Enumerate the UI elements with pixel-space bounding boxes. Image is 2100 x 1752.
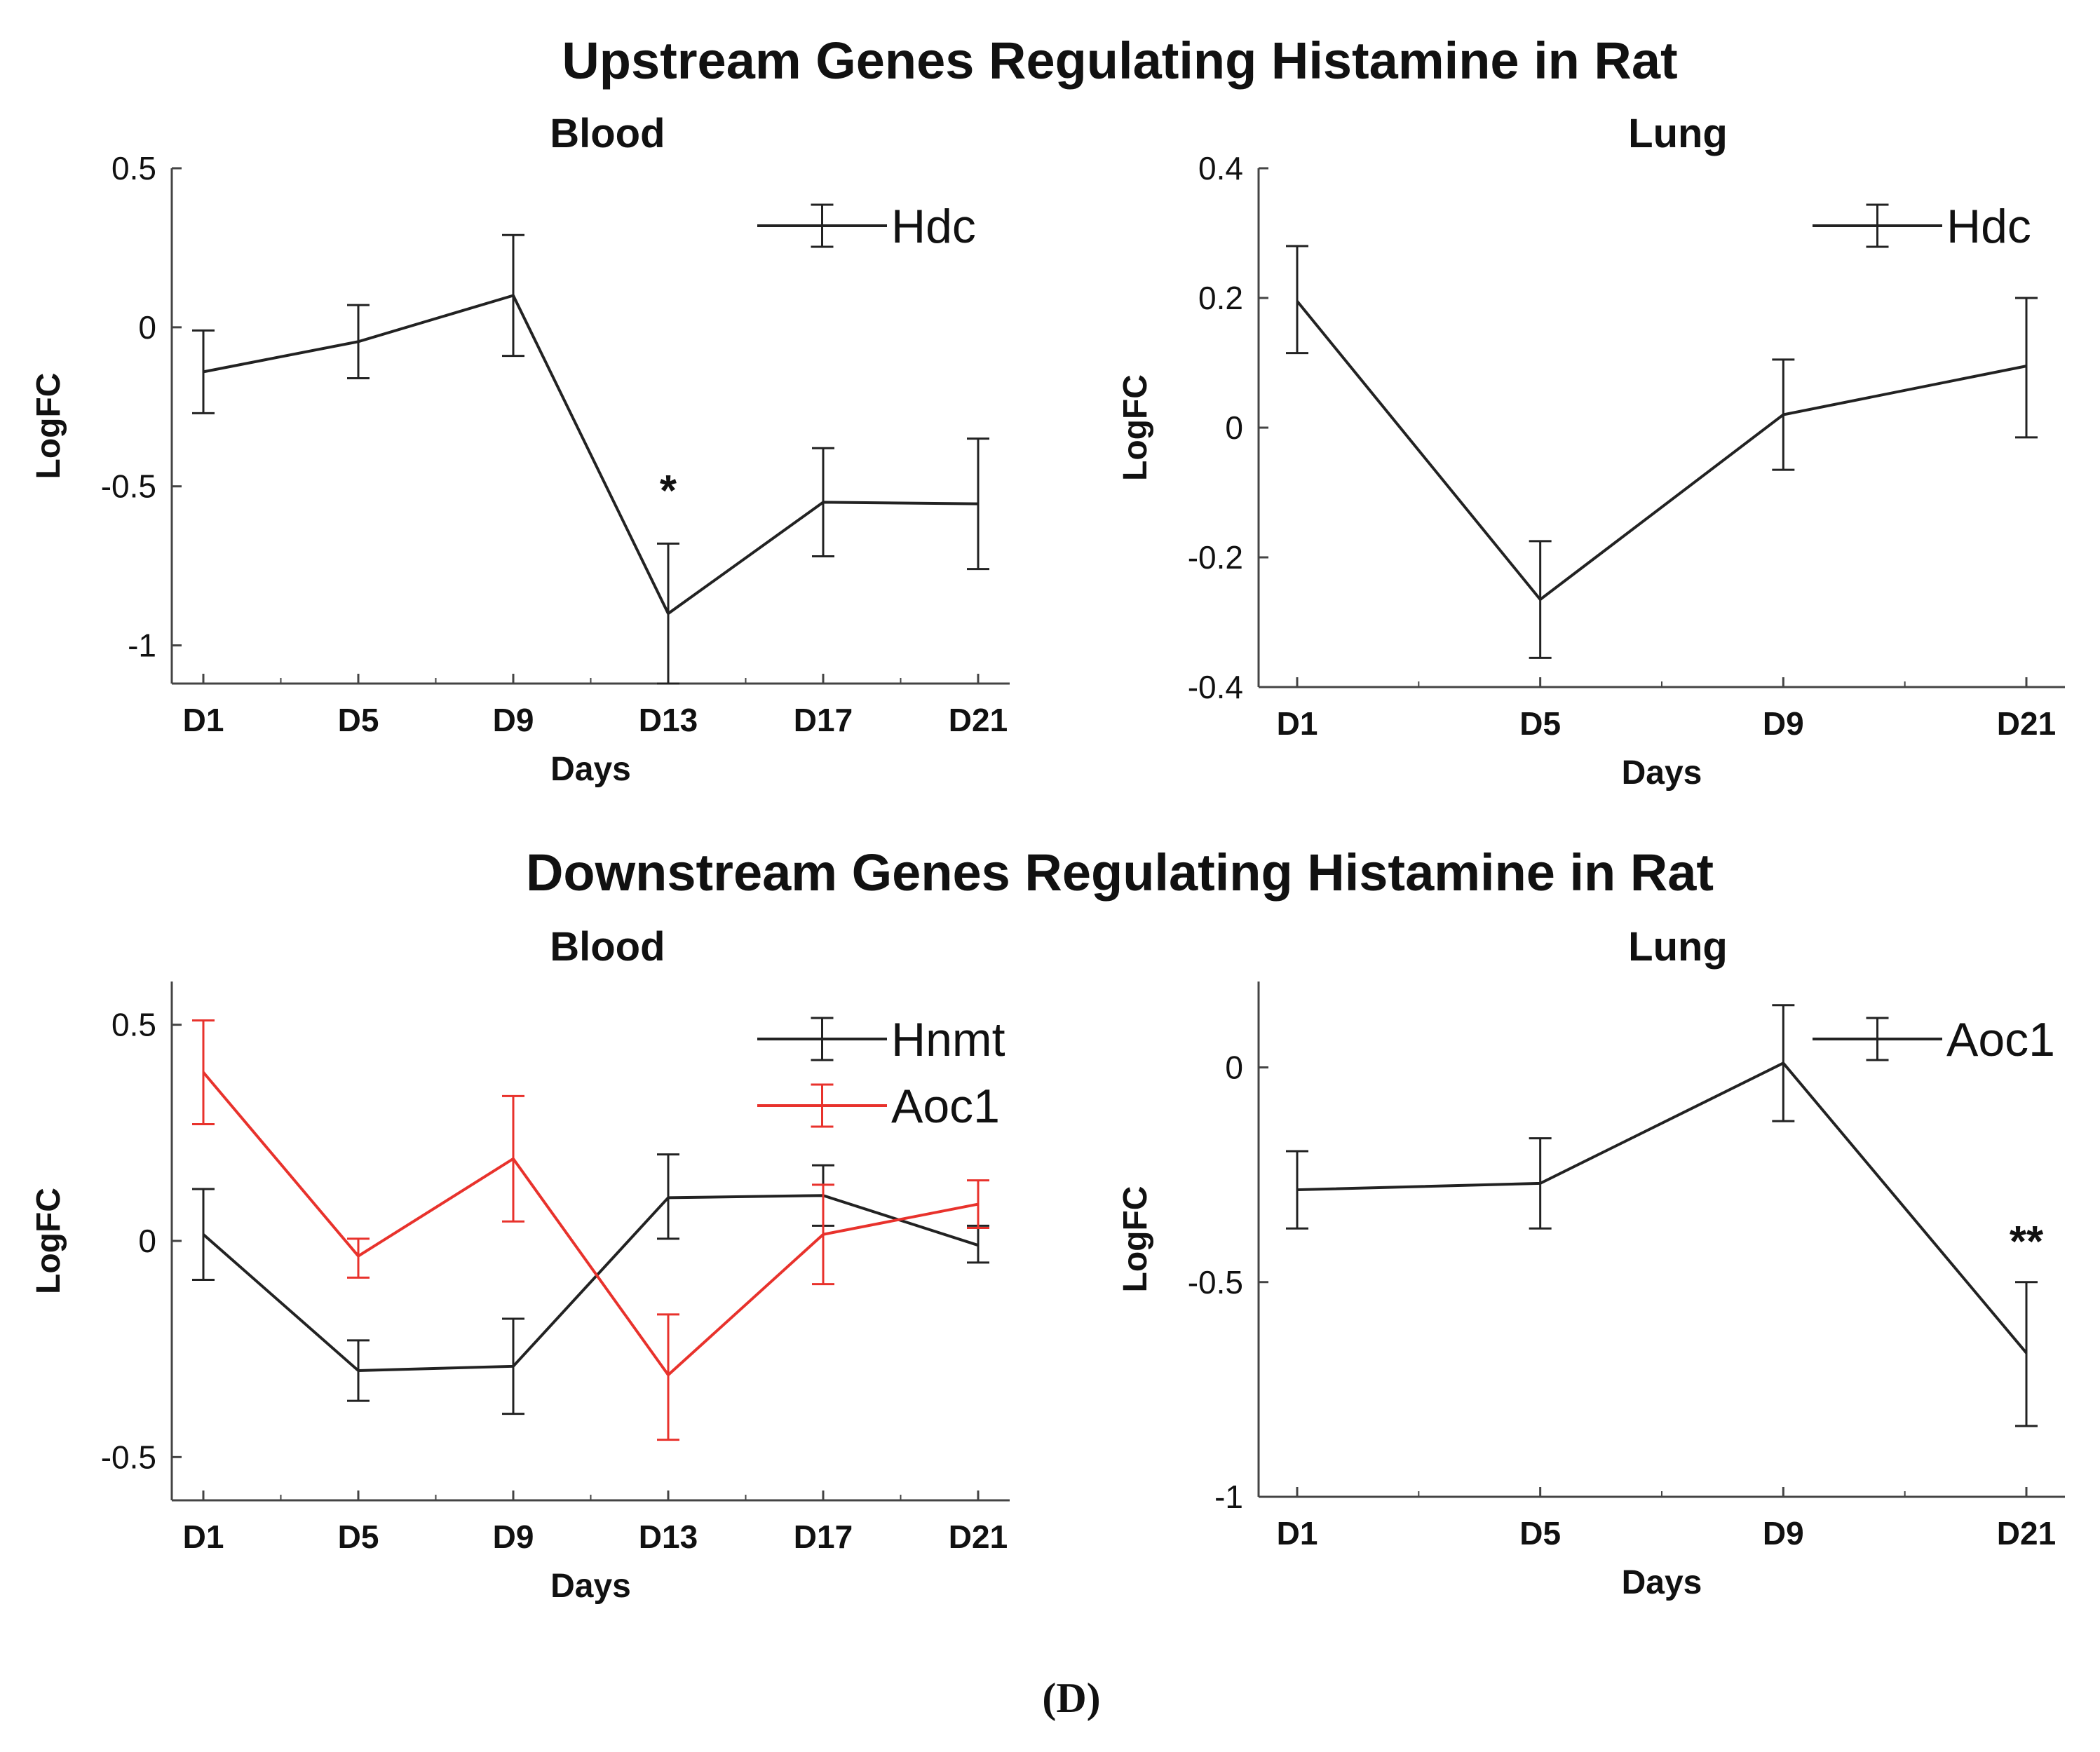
x-tick-label: D1 bbox=[1277, 705, 1318, 742]
y-axis-label: LogFC bbox=[1117, 1186, 1154, 1293]
y-tick-label: 0.5 bbox=[111, 150, 156, 186]
x-tick-label: D17 bbox=[794, 702, 853, 738]
x-axis-label: Days bbox=[1622, 754, 1702, 792]
series-line bbox=[202, 1071, 979, 1378]
series-hdc bbox=[192, 233, 989, 685]
panel-title: Blood bbox=[550, 924, 665, 970]
y-tick-label: -0.5 bbox=[101, 468, 156, 505]
legend-label: Hnmt bbox=[891, 1013, 1005, 1066]
x-tick-label: D13 bbox=[639, 1519, 698, 1555]
x-tick-label: D9 bbox=[493, 1519, 534, 1555]
y-tick-label: -1 bbox=[128, 627, 156, 664]
error-bar bbox=[2015, 297, 2038, 439]
chart-downstream-blood: Blood 0.5 0 -0.5 D1 D5 D9 D13 D17 D21 Days LogFC Hnm… bbox=[30, 924, 1010, 1605]
panel-title: Blood bbox=[550, 111, 665, 156]
x-tick-label: D1 bbox=[1277, 1515, 1318, 1551]
chart-downstream-lung: Lung 0 -0.5 -1 D1 D5 D9 D21 Days LogFC Aoc1 ** bbox=[1117, 924, 2065, 1601]
series-hdc bbox=[1286, 245, 2038, 659]
legend-entry-hnmt: Hnmt bbox=[757, 1013, 1005, 1066]
panel-title: Lung bbox=[1628, 924, 1728, 970]
y-tick-label: 0 bbox=[1225, 1050, 1243, 1086]
chart-upstream-blood: Blood 0.5 0 -0.5 -1 D1 D5 D9 D13 D17 D21 Days LogFC H… bbox=[30, 111, 1010, 788]
figure-caption: (D) bbox=[1042, 1675, 1100, 1721]
significance-marker: * bbox=[660, 467, 677, 515]
error-bar bbox=[657, 1153, 679, 1240]
x-axis-label: Days bbox=[1622, 1564, 1702, 1601]
y-axis-label: LogFC bbox=[30, 373, 67, 480]
significance-marker: ** bbox=[2010, 1218, 2044, 1266]
series-aoc1 bbox=[1286, 1004, 2038, 1427]
x-tick-label: D5 bbox=[338, 1519, 379, 1555]
series-hnmt bbox=[192, 1153, 989, 1415]
legend-entry-aoc1: Aoc1 bbox=[1813, 1013, 2055, 1066]
legend-label: Hdc bbox=[1946, 200, 2031, 253]
y-tick-label: -0.2 bbox=[1188, 539, 1243, 576]
legend-entry-aoc1: Aoc1 bbox=[757, 1080, 1000, 1133]
x-tick-label: D21 bbox=[949, 1519, 1008, 1555]
x-tick-label: D5 bbox=[338, 702, 379, 738]
x-tick-label: D13 bbox=[639, 702, 698, 738]
y-axis-label: LogFC bbox=[30, 1188, 67, 1294]
series-line bbox=[202, 1194, 979, 1373]
error-bar bbox=[1286, 245, 1308, 355]
y-tick-label: -0.5 bbox=[1188, 1264, 1243, 1301]
legend-label: Hdc bbox=[891, 200, 976, 253]
y-tick-label: 0 bbox=[138, 1223, 156, 1259]
error-bar bbox=[2015, 1281, 2038, 1427]
y-tick-label: 0 bbox=[138, 309, 156, 346]
y-tick-label: 0.4 bbox=[1198, 150, 1243, 186]
y-tick-label: 0 bbox=[1225, 409, 1243, 446]
y-tick-label: -0.5 bbox=[101, 1439, 156, 1475]
panel-title: Lung bbox=[1628, 111, 1728, 156]
chart-upstream-lung: Lung 0.4 0.2 0 -0.2 -0.4 D1 D5 D9 D21 Days LogFC Hdc bbox=[1117, 111, 2065, 792]
x-tick-label: D9 bbox=[1763, 705, 1804, 742]
x-tick-label: D21 bbox=[1997, 1515, 2056, 1551]
series-line bbox=[1296, 1061, 2028, 1354]
x-axis-label: Days bbox=[550, 1568, 631, 1605]
x-tick-label: D21 bbox=[949, 702, 1008, 738]
x-tick-label: D1 bbox=[183, 1519, 224, 1555]
legend-entry-hdc: Hdc bbox=[1813, 200, 2031, 253]
error-bar bbox=[347, 1237, 370, 1279]
y-tick-label: -0.4 bbox=[1188, 669, 1243, 705]
x-tick-label: D17 bbox=[794, 1519, 853, 1555]
y-tick-label: 0.2 bbox=[1198, 280, 1243, 316]
upstream-section-title: Upstream Genes Regulating Histamine in R… bbox=[562, 32, 1677, 90]
x-tick-label: D9 bbox=[1763, 1515, 1804, 1551]
x-tick-label: D21 bbox=[1997, 705, 2056, 742]
error-bar bbox=[657, 1313, 679, 1441]
x-tick-label: D5 bbox=[1519, 705, 1561, 742]
series-aoc1 bbox=[192, 1019, 989, 1441]
x-tick-label: D5 bbox=[1519, 1515, 1561, 1551]
x-tick-label: D1 bbox=[183, 702, 224, 738]
y-tick-label: -1 bbox=[1214, 1479, 1243, 1515]
series-line bbox=[203, 294, 979, 616]
x-axis-label: Days bbox=[550, 751, 631, 788]
y-axis-label: LogFC bbox=[1117, 374, 1154, 481]
downstream-section-title: Downstream Genes Regulating Histamine in… bbox=[526, 843, 1714, 902]
legend-label: Aoc1 bbox=[1946, 1013, 2055, 1066]
legend-entry-hdc: Hdc bbox=[757, 200, 976, 253]
legend-label: Aoc1 bbox=[891, 1080, 1000, 1133]
series-line bbox=[1296, 300, 2027, 602]
x-tick-label: D9 bbox=[493, 702, 534, 738]
y-tick-label: 0.5 bbox=[111, 1007, 156, 1043]
